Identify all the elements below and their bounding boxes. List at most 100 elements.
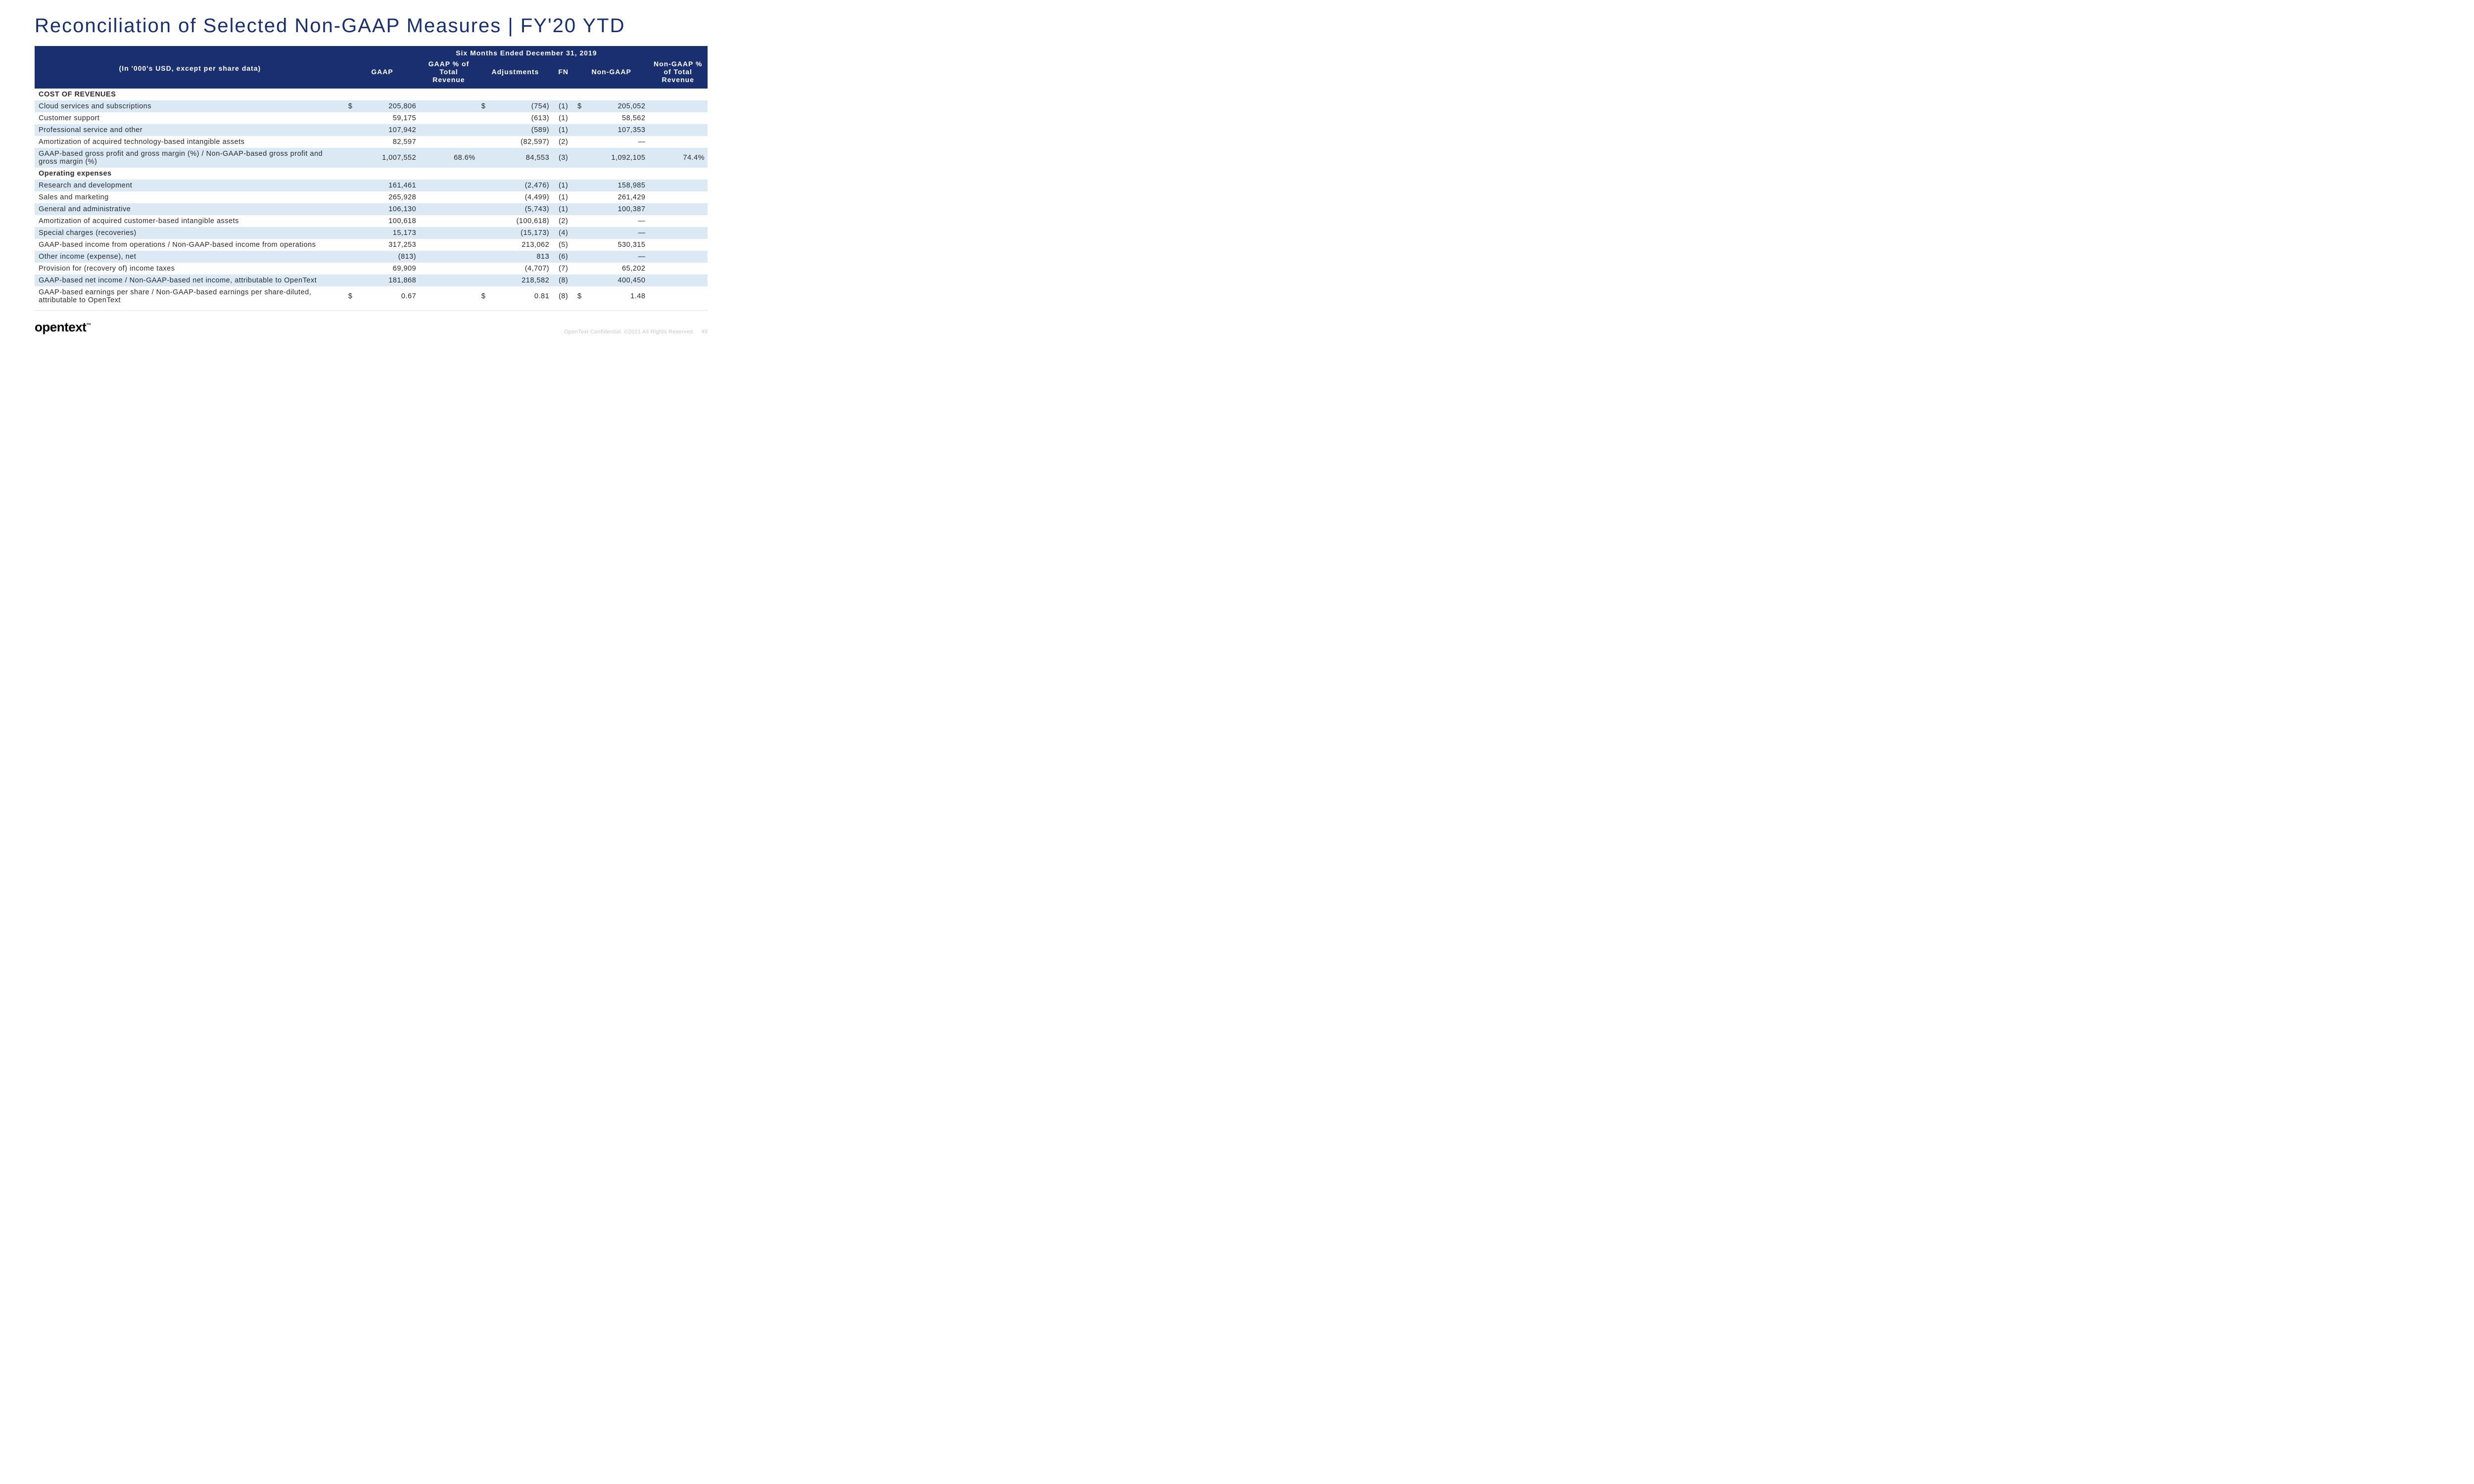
gaap-value: (813) xyxy=(356,251,419,263)
table-row: GAAP-based gross profit and gross margin… xyxy=(35,148,708,168)
footnote-ref: (8) xyxy=(552,275,574,286)
footer: opentext™ OpenText Confidential. ©2021 A… xyxy=(35,310,708,338)
row-label: Other income (expense), net xyxy=(35,251,345,263)
footnote-ref: (7) xyxy=(552,263,574,275)
currency-symbol xyxy=(345,148,356,168)
nongaap-pct-value xyxy=(648,275,708,286)
currency-symbol xyxy=(478,215,489,227)
row-label: Professional service and other xyxy=(35,124,345,136)
row-label: Research and development xyxy=(35,180,345,191)
currency-symbol xyxy=(345,136,356,148)
currency-symbol xyxy=(574,124,585,136)
currency-symbol xyxy=(574,136,585,148)
page-title: Reconciliation of Selected Non-GAAP Meas… xyxy=(35,15,708,37)
adjustments-value: (4,707) xyxy=(489,263,552,275)
currency-symbol xyxy=(345,180,356,191)
trademark-icon: ™ xyxy=(86,323,91,328)
gaap-value: 1,007,552 xyxy=(356,148,419,168)
section-label: Operating expenses xyxy=(35,168,708,180)
gaap-value: 107,942 xyxy=(356,124,419,136)
currency-symbol: $ xyxy=(478,286,489,306)
currency-symbol xyxy=(478,148,489,168)
nongaap-pct-value xyxy=(648,203,708,215)
adjustments-value: (15,173) xyxy=(489,227,552,239)
footnote-ref: (1) xyxy=(552,124,574,136)
col-nongaap-pct: Non-GAAP % of Total Revenue xyxy=(648,58,708,89)
nongaap-value: — xyxy=(585,251,648,263)
row-label: Special charges (recoveries) xyxy=(35,227,345,239)
col-gaap-pct: GAAP % of Total Revenue xyxy=(419,58,478,89)
nongaap-value: 261,429 xyxy=(585,191,648,203)
currency-symbol xyxy=(574,215,585,227)
gaap-pct-value xyxy=(419,275,478,286)
gaap-value: 181,868 xyxy=(356,275,419,286)
section-header: Operating expenses xyxy=(35,168,708,180)
row-label: Cloud services and subscriptions xyxy=(35,100,345,112)
currency-symbol xyxy=(345,124,356,136)
table-row: GAAP-based net income / Non-GAAP-based n… xyxy=(35,275,708,286)
table-row: Special charges (recoveries)15,173(15,17… xyxy=(35,227,708,239)
footnote-ref: (4) xyxy=(552,227,574,239)
footnote-ref: (2) xyxy=(552,136,574,148)
currency-symbol xyxy=(574,112,585,124)
currency-symbol xyxy=(478,203,489,215)
col-gaap: GAAP xyxy=(345,58,419,89)
nongaap-value: 58,562 xyxy=(585,112,648,124)
gaap-value: 161,461 xyxy=(356,180,419,191)
footnote-ref: (6) xyxy=(552,251,574,263)
col-fn: FN xyxy=(552,58,574,89)
table-row: Cloud services and subscriptions $205,806… xyxy=(35,100,708,112)
gaap-value: 317,253 xyxy=(356,239,419,251)
nongaap-pct-value xyxy=(648,136,708,148)
row-label: General and administrative xyxy=(35,203,345,215)
nongaap-pct-value xyxy=(648,100,708,112)
col-label: (In '000's USD, except per share data) xyxy=(35,46,345,89)
gaap-value: 82,597 xyxy=(356,136,419,148)
nongaap-value: 100,387 xyxy=(585,203,648,215)
currency-symbol xyxy=(574,180,585,191)
page-number: 45 xyxy=(701,329,708,335)
nongaap-value: 530,315 xyxy=(585,239,648,251)
gaap-pct-value xyxy=(419,251,478,263)
logo-text: opentext xyxy=(35,320,86,334)
table-row: Amortization of acquired customer-based … xyxy=(35,215,708,227)
nongaap-value: 158,985 xyxy=(585,180,648,191)
currency-symbol xyxy=(478,239,489,251)
footnote-ref: (1) xyxy=(552,203,574,215)
gaap-value: 59,175 xyxy=(356,112,419,124)
currency-symbol xyxy=(478,112,489,124)
gaap-value: 205,806 xyxy=(356,100,419,112)
currency-symbol xyxy=(345,251,356,263)
adjustments-value: 813 xyxy=(489,251,552,263)
row-label: Customer support xyxy=(35,112,345,124)
currency-symbol xyxy=(345,112,356,124)
adjustments-value: 213,062 xyxy=(489,239,552,251)
currency-symbol xyxy=(478,136,489,148)
currency-symbol xyxy=(574,239,585,251)
currency-symbol xyxy=(345,275,356,286)
slide: Reconciliation of Selected Non-GAAP Meas… xyxy=(0,0,742,343)
footnote-ref: (8) xyxy=(552,286,574,306)
gaap-value: 106,130 xyxy=(356,203,419,215)
footnote-ref: (1) xyxy=(552,112,574,124)
currency-symbol xyxy=(345,203,356,215)
adjustments-value: (82,597) xyxy=(489,136,552,148)
row-label: GAAP-based income from operations / Non-… xyxy=(35,239,345,251)
nongaap-pct-value: 74.4% xyxy=(648,148,708,168)
table-row: Customer support59,175(613)(1)58,562 xyxy=(35,112,708,124)
adjustments-value: 218,582 xyxy=(489,275,552,286)
currency-symbol xyxy=(345,263,356,275)
row-label: GAAP-based net income / Non-GAAP-based n… xyxy=(35,275,345,286)
nongaap-pct-value xyxy=(648,191,708,203)
nongaap-pct-value xyxy=(648,286,708,306)
nongaap-value: 400,450 xyxy=(585,275,648,286)
footnote-ref: (5) xyxy=(552,239,574,251)
currency-symbol xyxy=(574,251,585,263)
gaap-value: 69,909 xyxy=(356,263,419,275)
currency-symbol: $ xyxy=(478,100,489,112)
table-row: General and administrative106,130(5,743)… xyxy=(35,203,708,215)
nongaap-value: — xyxy=(585,215,648,227)
nongaap-value: 205,052 xyxy=(585,100,648,112)
table-row: Research and development161,461(2,476)(1… xyxy=(35,180,708,191)
adjustments-value: (4,499) xyxy=(489,191,552,203)
